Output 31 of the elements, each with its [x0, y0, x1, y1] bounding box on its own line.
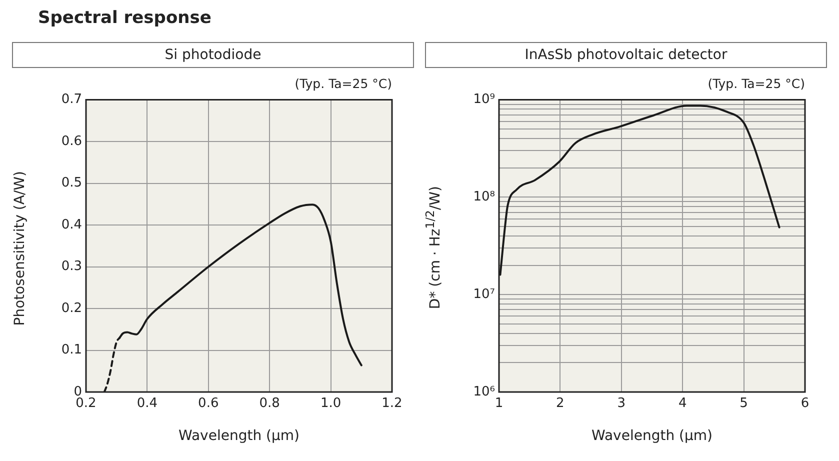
chart-title: Spectral response: [38, 8, 212, 28]
x-tick-label: 0.6: [198, 396, 219, 412]
x-tick-label: 0.8: [259, 396, 280, 412]
y-tick-label: 0.6: [61, 134, 82, 149]
x-tick-label: 1.2: [382, 396, 402, 412]
y-tick-label: 10⁹: [473, 92, 495, 108]
x-tick-label: 4: [678, 396, 687, 412]
x-tick-label: 1.0: [320, 396, 342, 412]
y-tick-label: 10⁸: [473, 190, 495, 205]
y-tick-label: 0.4: [61, 217, 82, 232]
chart-subtitle: InAsSb photovoltaic detector: [425, 42, 827, 68]
y-tick-label: 0.5: [61, 176, 82, 191]
y-tick-label: 0.2: [61, 300, 82, 316]
text: (Typ. Ta=25 °C): [294, 76, 392, 91]
text: (Typ. Ta=25 °C): [708, 76, 805, 91]
x-tick-label: 0.2: [76, 396, 96, 412]
y-tick-label: 10⁶: [473, 384, 495, 400]
x-axis-title: Wavelength (μm): [590, 428, 714, 444]
y-tick-label: 0.1: [61, 342, 82, 358]
x-axis-title: Wavelength (μm): [178, 428, 300, 444]
x-tick-label: 3: [617, 396, 626, 412]
x-tick-label: 5: [740, 396, 748, 412]
x-tick-label: 2: [556, 396, 564, 412]
chart-subtitle: Si photodiode: [12, 42, 414, 68]
x-tick-label: 0.4: [136, 396, 158, 412]
y-tick-label: 0.7: [61, 92, 82, 108]
y-tick-label: 0.3: [61, 259, 82, 274]
y-tick-label: 10⁷: [473, 286, 495, 302]
y-axis-title: Photosensitivity (A/W): [12, 170, 28, 326]
x-tick-label: 1: [494, 396, 504, 412]
x-tick-label: 6: [800, 396, 810, 412]
